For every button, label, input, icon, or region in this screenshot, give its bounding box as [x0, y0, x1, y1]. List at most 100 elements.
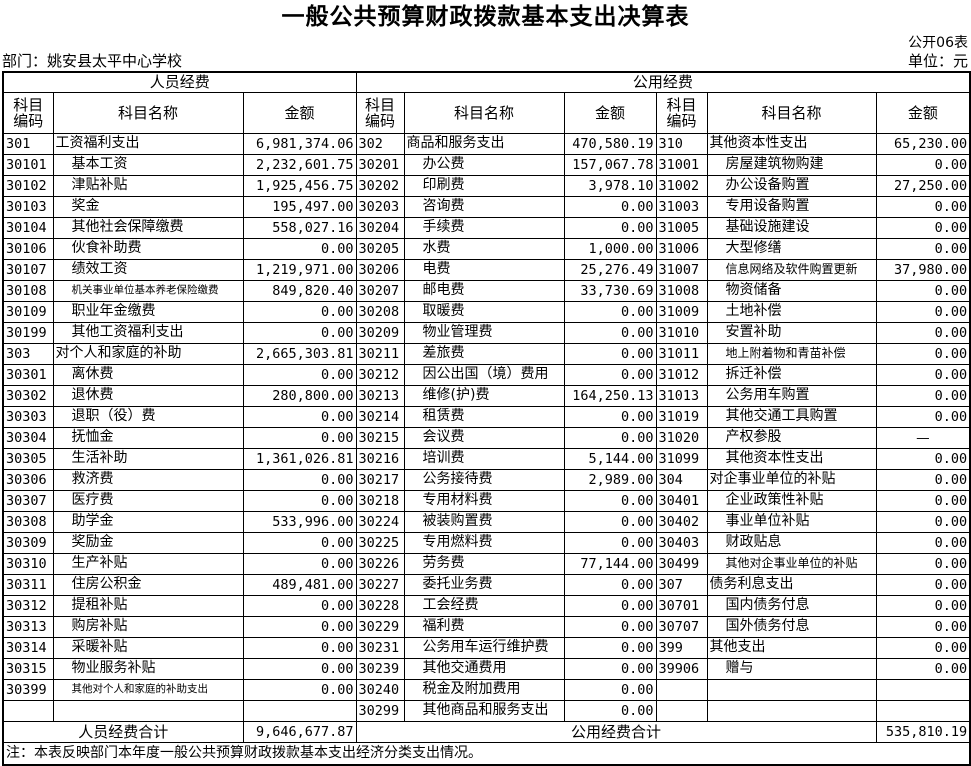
subject-code-cell: 30313	[2, 616, 54, 638]
subject-code-cell: 30499	[655, 553, 708, 575]
table-code-label: 公开06表	[908, 35, 968, 51]
amount-cell: 37,980.00	[875, 259, 971, 281]
subject-code-cell: 307	[655, 574, 708, 596]
amount-cell: 0.00	[242, 679, 357, 701]
subject-code-cell: 30103	[2, 196, 54, 218]
subject-name-cell: 其他对个人和家庭的补助支出	[52, 679, 244, 701]
amount-cell: 0.00	[875, 616, 971, 638]
amount-cell: 0.00	[563, 364, 657, 386]
subject-name-cell: 财政贴息	[706, 532, 877, 554]
subject-code-cell: 30403	[655, 532, 708, 554]
amount-cell: 0.00	[242, 658, 357, 680]
amount-cell: 0.00	[242, 616, 357, 638]
subject-name-cell	[706, 679, 877, 701]
subject-code-cell: 30308	[2, 511, 54, 533]
table-row: 30399 其他对个人和家庭的补助支出 0.00 30240 税金及附加费用 0.00	[2, 679, 971, 701]
subject-name-cell: 对个人和家庭的补助	[52, 343, 244, 365]
subject-code-cell: 30206	[355, 259, 405, 281]
column-header-row: 科目 编码 科目名称 金额 科目 编码 科目名称 金额 科目 编码 科目名称 金…	[2, 92, 971, 134]
amount-cell: 0.00	[242, 595, 357, 617]
table-row: 30104 其他社会保障缴费 558,027.16 30204 手续费 0.00 31005…	[2, 217, 971, 239]
subject-name-cell: 劳务费	[403, 553, 565, 575]
amount-cell: 0.00	[563, 343, 657, 365]
table-row: 301 工资福利支出 6,981,374.06 302 商品和服务支出 470,580.1…	[2, 133, 971, 155]
subject-code-cell: 30299	[355, 700, 405, 722]
subject-code-cell: 30213	[355, 385, 405, 407]
subject-code-cell: 30239	[355, 658, 405, 680]
subject-code-cell: 30208	[355, 301, 405, 323]
amount-cell: 0.00	[875, 511, 971, 533]
amount-cell: 0.00	[875, 406, 971, 428]
amount-cell: 1,925,456.75	[242, 175, 357, 197]
summary-row: 人员经费合计 9,646,677.87 公用经费合计 535,810.19	[2, 721, 971, 743]
amount-cell: 0.00	[875, 154, 971, 176]
amount-cell: 0.00	[563, 637, 657, 659]
amount-cell: 489,481.00	[242, 574, 357, 596]
amount-cell	[242, 700, 357, 722]
subject-code-cell: 30216	[355, 448, 405, 470]
subject-code-cell: 30399	[2, 679, 54, 701]
subject-code-cell: 30212	[355, 364, 405, 386]
subject-name-cell: 电费	[403, 259, 565, 281]
table-row: 30106 伙食补助费 0.00 30205 水费 1,000.00 31006 大型修缮 0.…	[2, 238, 971, 260]
subject-code-cell: 30217	[355, 469, 405, 491]
subject-name-cell: 水费	[403, 238, 565, 260]
subject-name-cell: 购房补贴	[52, 616, 244, 638]
amount-cell: 0.00	[563, 490, 657, 512]
subject-name-cell: 绩效工资	[52, 259, 244, 281]
subject-code-cell: 30224	[355, 511, 405, 533]
table-row: 30304 抚恤金 0.00 30215 会议费 0.00 31020 产权参股 —	[2, 427, 971, 449]
subject-name-cell: 救济费	[52, 469, 244, 491]
subject-code-cell: 30107	[2, 259, 54, 281]
subject-name-cell: 基础设施建设	[706, 217, 877, 239]
subject-code-cell: 30108	[2, 280, 54, 302]
amount-cell: 0.00	[563, 595, 657, 617]
subject-code-cell: 302	[355, 133, 405, 155]
amount-cell: 0.00	[875, 574, 971, 596]
subject-name-cell: 大型修缮	[706, 238, 877, 260]
subject-code-cell: 31019	[655, 406, 708, 428]
amount-cell: 0.00	[875, 343, 971, 365]
subject-code-cell: 30301	[2, 364, 54, 386]
subject-code-cell: 31011	[655, 343, 708, 365]
subject-name-cell: 商品和服务支出	[403, 133, 565, 155]
subject-code-cell: 30226	[355, 553, 405, 575]
subject-name-cell: 离休费	[52, 364, 244, 386]
subject-code-cell: 30307	[2, 490, 54, 512]
amount-cell: 0.00	[563, 658, 657, 680]
amount-cell: 0.00	[875, 637, 971, 659]
subject-code-cell	[2, 700, 54, 722]
amount-cell: 0.00	[563, 574, 657, 596]
subject-name-cell: 安置补助	[706, 322, 877, 344]
subject-name-cell: 税金及附加费用	[403, 679, 565, 701]
amount-cell: 77,144.00	[563, 553, 657, 575]
subject-name-cell: 公务用车购置	[706, 385, 877, 407]
subject-code-cell: 30203	[355, 196, 405, 218]
subject-name-cell: 其他交通工具购置	[706, 406, 877, 428]
subject-name-cell: 助学金	[52, 511, 244, 533]
subject-code-cell	[655, 679, 708, 701]
amount-cell: 0.00	[242, 406, 357, 428]
subject-name-cell: 印刷费	[403, 175, 565, 197]
subject-name-cell: 专用燃料费	[403, 532, 565, 554]
subject-name-cell: 其他资本性支出	[706, 133, 877, 155]
subject-code-cell: 30305	[2, 448, 54, 470]
amount-cell: 0.00	[242, 469, 357, 491]
amount-cell: 0.00	[563, 322, 657, 344]
subject-name-cell: 拆迁补偿	[706, 364, 877, 386]
amount-cell: 0.00	[242, 364, 357, 386]
subject-name-cell: 会议费	[403, 427, 565, 449]
amount-cell: 33,730.69	[563, 280, 657, 302]
amount-cell: 2,989.00	[563, 469, 657, 491]
table-row: 30311 住房公积金 489,481.00 30227 委托业务费 0.00 307 债务利…	[2, 574, 971, 596]
subject-name-cell: 物业服务补贴	[52, 658, 244, 680]
amount-cell	[875, 679, 971, 701]
col-header-name-2: 科目名称	[403, 92, 565, 134]
subject-code-cell: 310	[655, 133, 708, 155]
amount-cell: 0.00	[875, 196, 971, 218]
subject-code-cell: 39906	[655, 658, 708, 680]
col-header-code-1: 科目 编码	[2, 92, 54, 134]
amount-cell: 65,230.00	[875, 133, 971, 155]
amount-cell: 1,219,971.00	[242, 259, 357, 281]
table-row: 30307 医疗费 0.00 30218 专用材料费 0.00 30401 企业政策性补贴 0.…	[2, 490, 971, 512]
